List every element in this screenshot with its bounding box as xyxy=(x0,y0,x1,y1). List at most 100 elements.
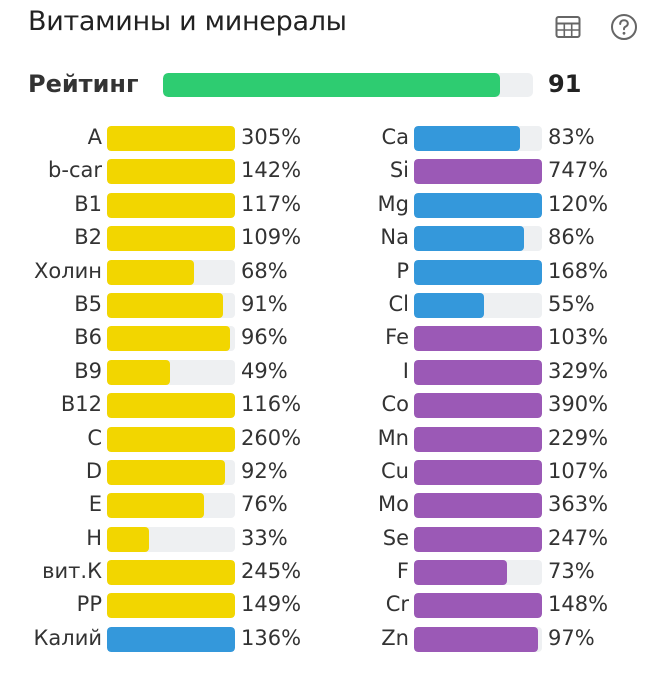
mineral-label: Se xyxy=(382,525,409,550)
vitamin-bar-fill xyxy=(107,259,195,285)
vitamin-bar-track xyxy=(107,126,235,151)
rating-bar-track xyxy=(163,73,533,97)
vitamin-bar-fill xyxy=(107,326,230,352)
vitamin-percent: 76% xyxy=(241,492,288,517)
vitamin-label: b-car xyxy=(48,158,102,183)
mineral-bar-fill xyxy=(414,259,542,285)
mineral-row: Si 747% xyxy=(330,155,630,188)
mineral-bar-track xyxy=(414,192,542,218)
vitamin-bar-track xyxy=(107,426,235,452)
vitamin-percent: 117% xyxy=(241,191,302,216)
mineral-percent: 97% xyxy=(548,625,595,650)
vitamin-label: B9 xyxy=(74,358,102,383)
vitamin-label: Холин xyxy=(33,258,102,283)
mineral-row: Mo 363% xyxy=(330,489,630,522)
mineral-row: Ca 83% xyxy=(330,122,630,155)
mineral-label: Cl xyxy=(388,291,410,316)
vitamin-bar-fill xyxy=(107,226,235,252)
mineral-bar-track xyxy=(414,526,542,552)
mineral-row: Cu 107% xyxy=(330,456,630,489)
vitamin-bar-track xyxy=(107,259,235,285)
help-button[interactable] xyxy=(609,12,639,42)
mineral-bar-fill xyxy=(414,192,542,218)
vitamin-percent: 49% xyxy=(241,358,288,383)
rating-bar-fill xyxy=(163,73,500,97)
mineral-percent: 55% xyxy=(548,291,595,316)
vitamin-bar-fill xyxy=(107,159,235,185)
table-view-button[interactable] xyxy=(553,12,583,42)
vitamin-label: D xyxy=(85,458,102,483)
mineral-label: F xyxy=(396,559,409,584)
question-circle-icon xyxy=(611,14,637,40)
vitamin-row: B6 96% xyxy=(0,322,320,355)
vitamin-bar-track xyxy=(107,560,235,586)
vitamin-percent: 92% xyxy=(241,458,288,483)
mineral-bar-fill xyxy=(414,560,508,586)
vitamin-bar-track xyxy=(107,593,235,619)
mineral-bar-track xyxy=(414,560,542,586)
vitamin-bar-track xyxy=(107,192,235,218)
mineral-bar-track xyxy=(414,326,542,352)
mineral-label: P xyxy=(396,258,409,283)
vitamin-label: B6 xyxy=(74,325,102,350)
vitamin-row: A 305% xyxy=(0,122,320,155)
mineral-percent: 247% xyxy=(548,525,609,550)
vitamin-row: вит.К 245% xyxy=(0,556,320,589)
mineral-bar-track xyxy=(414,126,542,151)
rating-value: 91 xyxy=(548,70,582,98)
vitamin-row: B2 109% xyxy=(0,222,320,255)
mineral-bar-track xyxy=(414,159,542,185)
vitamin-label: B5 xyxy=(74,291,102,316)
vitamin-bar-track xyxy=(107,292,235,318)
mineral-bar-fill xyxy=(414,426,542,452)
vitamin-bar-fill xyxy=(107,526,150,552)
mineral-bar-fill xyxy=(414,159,542,185)
vitamin-row: E 76% xyxy=(0,489,320,522)
mineral-percent: 148% xyxy=(548,592,609,617)
mineral-percent: 107% xyxy=(548,458,609,483)
mineral-label: Na xyxy=(380,225,409,250)
vitamin-row: Калий 136% xyxy=(0,623,320,656)
rating-row: Рейтинг 91 xyxy=(28,68,628,104)
minerals-column: Ca 83% Si 747% Mg 120% Na 86% P 168% Cl 55% Fe 103% I 3… xyxy=(330,122,630,656)
mineral-bar-fill xyxy=(414,593,542,619)
mineral-bar-fill xyxy=(414,526,542,552)
mineral-label: Fe xyxy=(385,325,409,350)
mineral-percent: 747% xyxy=(548,158,609,183)
vitamin-label: H xyxy=(86,525,102,550)
mineral-row: Mn 229% xyxy=(330,423,630,456)
mineral-label: Zn xyxy=(381,625,409,650)
mineral-bar-track xyxy=(414,426,542,452)
vitamin-bar-fill xyxy=(107,626,235,652)
vitamin-bar-fill xyxy=(107,192,235,218)
vitamin-row: B12 116% xyxy=(0,389,320,422)
mineral-bar-track xyxy=(414,292,542,318)
mineral-bar-track xyxy=(414,259,542,285)
mineral-row: Fe 103% xyxy=(330,322,630,355)
mineral-percent: 329% xyxy=(548,358,609,383)
mineral-row: Cr 148% xyxy=(330,589,630,622)
vitamin-percent: 109% xyxy=(241,225,302,250)
mineral-row: P 168% xyxy=(330,256,630,289)
vitamin-bar-fill xyxy=(107,292,224,318)
mineral-bar-track xyxy=(414,226,542,252)
vitamin-percent: 91% xyxy=(241,291,288,316)
mineral-percent: 363% xyxy=(548,492,609,517)
page-title: Витамины и минералы xyxy=(28,6,347,37)
vitamin-row: H 33% xyxy=(0,523,320,556)
mineral-bar-fill xyxy=(414,493,542,519)
mineral-bar-fill xyxy=(414,393,542,419)
mineral-percent: 103% xyxy=(548,325,609,350)
vitamin-bar-fill xyxy=(107,426,235,452)
vitamin-bar-fill xyxy=(107,126,235,151)
mineral-label: Cu xyxy=(381,458,409,483)
vitamin-bar-fill xyxy=(107,459,225,485)
vitamin-bar-track xyxy=(107,526,235,552)
rating-label: Рейтинг xyxy=(28,70,139,98)
vitamin-label: B1 xyxy=(74,191,102,216)
vitamin-bar-track xyxy=(107,226,235,252)
vitamin-row: b-car 142% xyxy=(0,155,320,188)
vitamin-row: Холин 68% xyxy=(0,256,320,289)
vitamin-bar-track xyxy=(107,459,235,485)
mineral-percent: 86% xyxy=(548,225,595,250)
